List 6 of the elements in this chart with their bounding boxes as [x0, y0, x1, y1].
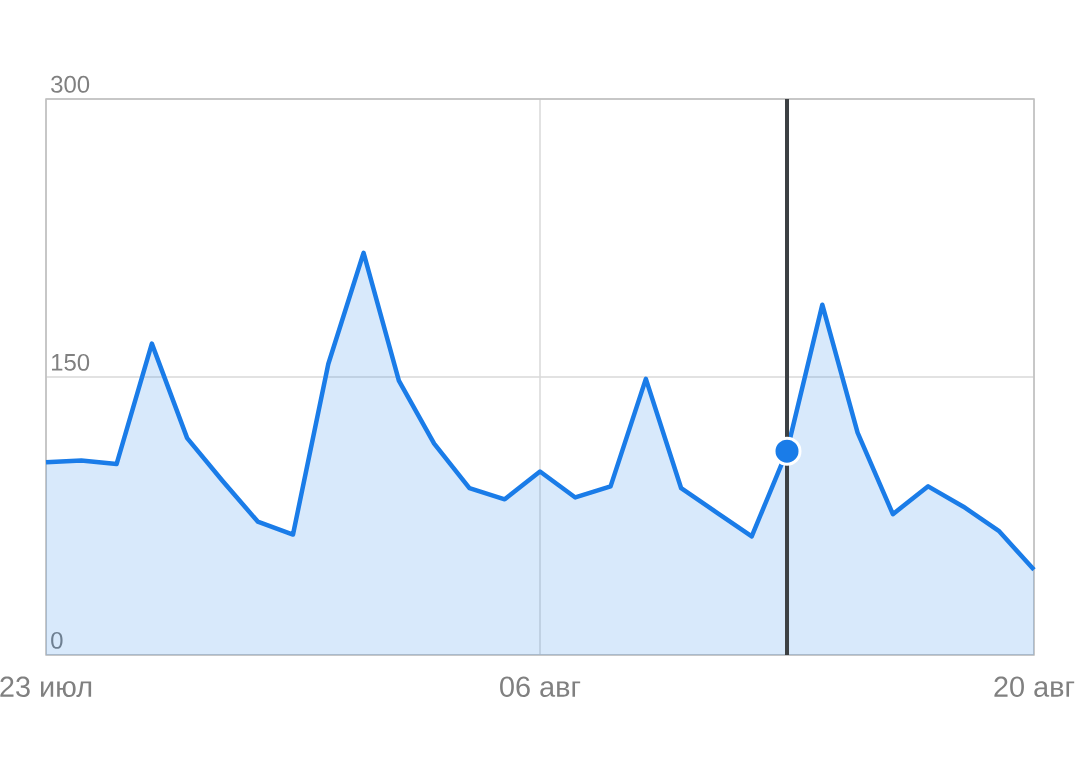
x-tick-label: 23 июл	[0, 676, 92, 697]
x-tick-label: 20 авг	[994, 676, 1075, 697]
x-tick-label: 06 авг	[500, 676, 581, 697]
y-tick-label: 300	[51, 75, 90, 93]
y-tick-label: 0	[51, 631, 63, 649]
y-tick-label: 150	[52, 353, 90, 371]
